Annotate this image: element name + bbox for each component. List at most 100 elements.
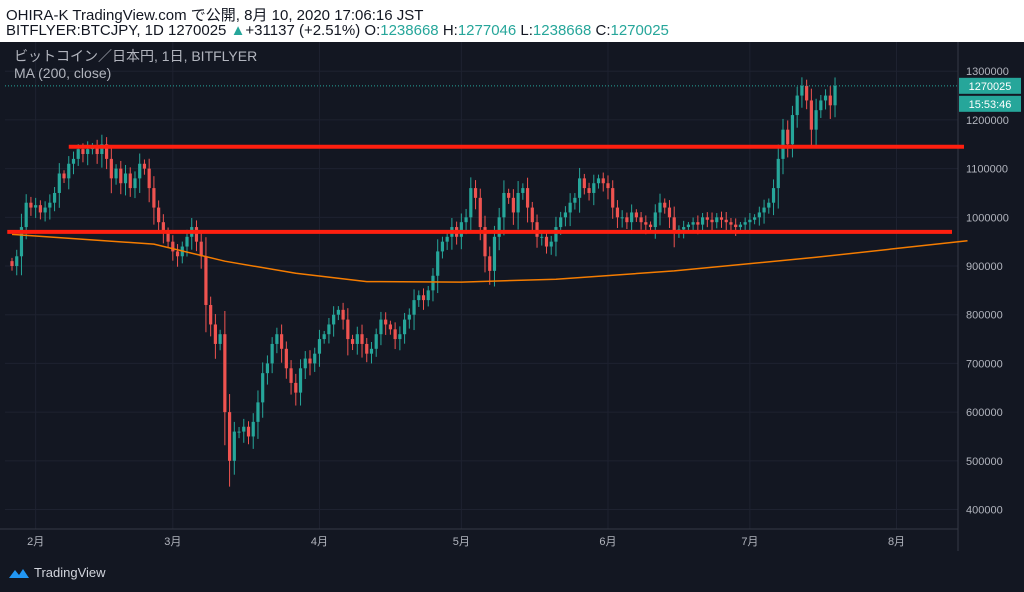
tradingview-brand[interactable]: TradingView: [8, 565, 106, 580]
candle: [790, 115, 795, 145]
candle: [483, 227, 487, 257]
candle: [440, 241, 445, 252]
candle: [303, 358, 307, 369]
candle: [502, 192, 506, 218]
candle: [34, 205, 38, 208]
y-tick-label: 1300000: [966, 66, 1009, 78]
candle: [336, 309, 340, 315]
chart-area[interactable]: 400000 500000 600000 700000 800000 900000 1000…: [0, 42, 1024, 551]
candle: [715, 217, 719, 223]
candle: [138, 163, 142, 179]
candle: [308, 358, 312, 364]
candle: [696, 222, 700, 225]
candle: [549, 241, 553, 247]
candle: [384, 319, 388, 325]
candle: [473, 188, 478, 198]
candle: [757, 212, 761, 218]
candle: [322, 334, 326, 340]
candle: [237, 431, 241, 433]
candle: [317, 339, 322, 354]
candle: [568, 202, 572, 213]
candle: [355, 334, 359, 344]
symbol-label: BITFLYER:BTCJPY, 1D 1270025: [6, 22, 227, 39]
candle: [469, 188, 473, 218]
candle: [762, 207, 766, 213]
candle: [327, 324, 331, 335]
open-value: 1238668: [380, 22, 439, 39]
chart-legend: ビットコイン／日本円, 1日, BITFLYER MA (200, close): [14, 48, 257, 82]
candle: [753, 217, 757, 220]
candle: [76, 149, 80, 159]
candle: [109, 158, 113, 179]
candle: [265, 363, 270, 374]
x-tick-label: 8月: [888, 536, 905, 548]
candle: [100, 144, 104, 155]
candle: [544, 236, 549, 247]
candle: [209, 304, 213, 325]
candle: [270, 343, 274, 364]
candle: [223, 334, 227, 413]
y-tick-label: 800000: [966, 310, 1003, 322]
chart-header: OHIRA-K TradingView.com で公開, 8月 10, 2020…: [0, 0, 1024, 42]
candle: [748, 219, 752, 223]
candlestick-chart[interactable]: 400000 500000 600000 700000 800000 900000 1000…: [0, 42, 1024, 551]
candle: [280, 334, 284, 349]
candle: [658, 202, 662, 213]
candle: [251, 421, 255, 437]
y-tick-label: 1000000: [966, 212, 1009, 224]
candle: [128, 173, 132, 189]
candle: [360, 334, 364, 344]
low-label: L:: [520, 22, 533, 39]
candle: [142, 163, 147, 169]
change-value: +31137 (+2.51%): [245, 22, 361, 39]
candle: [275, 334, 279, 344]
candle: [157, 207, 161, 223]
footer: TradingView: [0, 551, 1024, 592]
candle: [194, 227, 199, 242]
candle: [346, 319, 350, 340]
candle: [734, 224, 738, 228]
candle: [563, 212, 568, 218]
candle: [809, 100, 813, 130]
candle: [412, 300, 416, 315]
ma-200-line: [11, 233, 968, 283]
candle: [242, 426, 246, 432]
candle: [246, 426, 251, 437]
x-tick-label: 7月: [741, 536, 758, 548]
legend-indicator[interactable]: MA (200, close): [14, 65, 112, 81]
candle: [743, 222, 747, 225]
candle: [213, 324, 217, 344]
candle: [781, 129, 785, 159]
candle: [578, 178, 582, 198]
candle: [592, 183, 596, 193]
tradingview-logo-icon: [9, 568, 29, 578]
candle: [459, 222, 463, 237]
candle: [289, 368, 293, 383]
candle: [805, 85, 809, 101]
candle: [767, 202, 771, 208]
candle: [705, 217, 709, 220]
candle: [114, 168, 118, 179]
candle: [199, 241, 203, 257]
candle: [686, 224, 690, 228]
candle: [284, 348, 288, 369]
candle: [29, 202, 33, 208]
candle: [421, 295, 426, 301]
candle: [582, 178, 586, 189]
last-price-label: 1270025: [969, 81, 1012, 93]
candle: [350, 339, 355, 344]
candle: [611, 188, 615, 208]
candle: [57, 173, 61, 193]
candle: [648, 224, 653, 228]
x-tick-label: 2月: [27, 536, 44, 548]
candle: [431, 275, 435, 291]
candle: [710, 219, 714, 223]
candle: [38, 205, 42, 213]
candle: [67, 163, 71, 179]
candle: [52, 192, 57, 203]
candle: [828, 95, 832, 106]
candle: [185, 236, 189, 247]
y-tick-label: 1200000: [966, 115, 1009, 127]
candle: [738, 224, 743, 228]
candle: [227, 412, 232, 461]
